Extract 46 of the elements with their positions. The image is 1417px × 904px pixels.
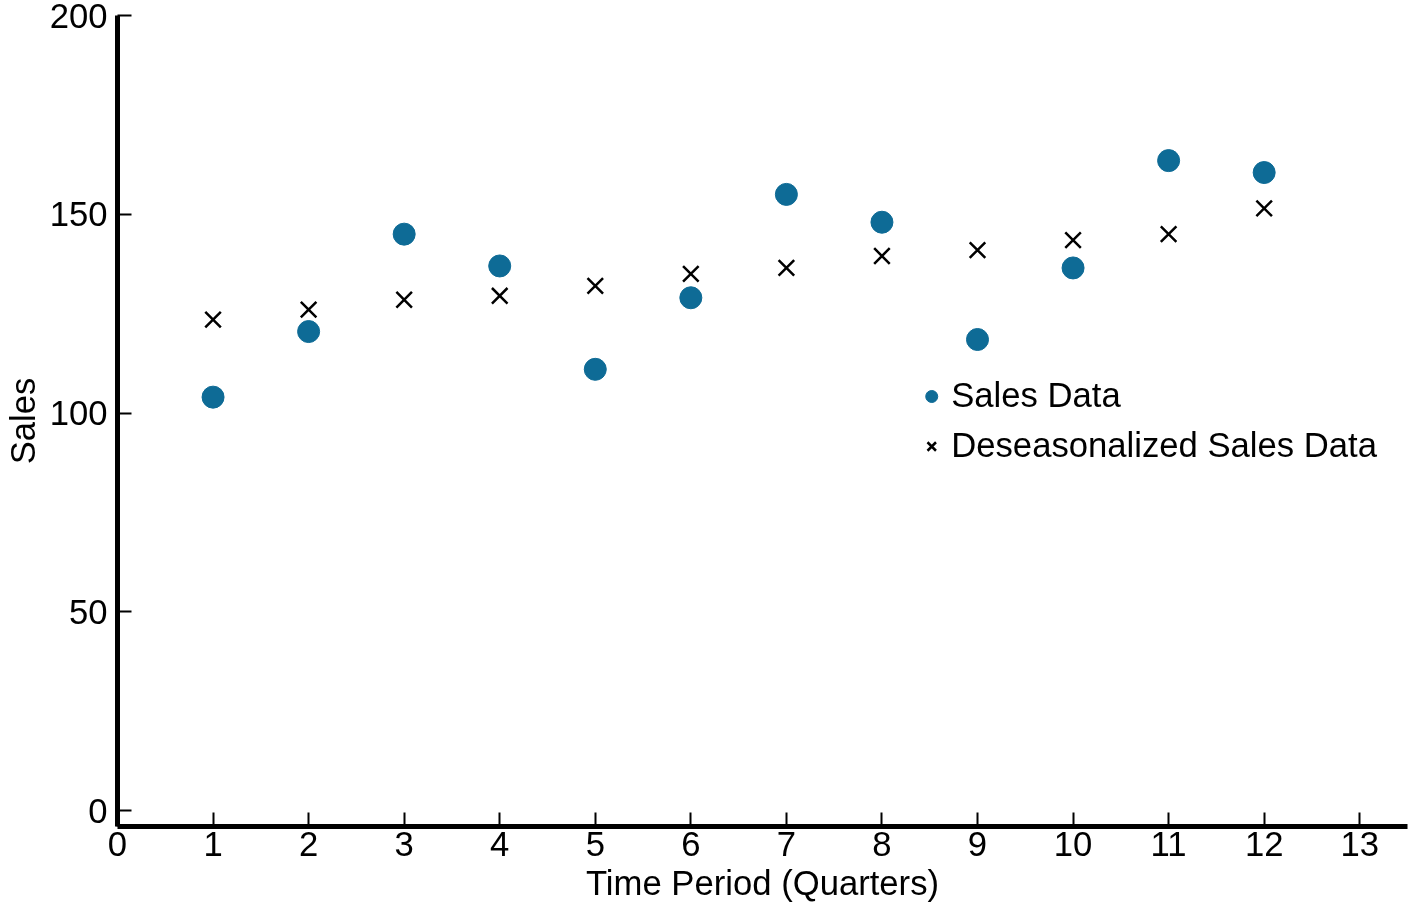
- point: [488, 254, 512, 278]
- point: [395, 290, 414, 309]
- legend-label: Sales Data: [951, 376, 1121, 415]
- point: [679, 286, 703, 310]
- y-tick-label: 0: [88, 791, 108, 830]
- x-tick-label: 3: [394, 824, 414, 863]
- point: [870, 210, 894, 234]
- point: [1061, 256, 1085, 280]
- x-axis-title: Time Period (Quarters): [585, 863, 940, 902]
- y-tick-label: 200: [49, 0, 108, 35]
- point: [1157, 149, 1181, 173]
- point: [1255, 199, 1274, 218]
- point: [774, 182, 798, 206]
- point: [583, 357, 607, 381]
- x-tick-label: 12: [1244, 824, 1284, 863]
- point: [968, 241, 987, 260]
- point: [1064, 231, 1083, 250]
- point: [490, 286, 509, 305]
- point: [966, 328, 989, 351]
- y-tick-label: 150: [49, 195, 108, 234]
- point: [297, 320, 321, 344]
- x-tick-label: 8: [872, 824, 892, 863]
- x-tick-label: 2: [298, 824, 319, 863]
- point: [201, 385, 225, 409]
- point: [1159, 225, 1178, 244]
- y-tick-label: 50: [68, 592, 108, 631]
- legend-label: Deseasonalized Sales Data: [951, 426, 1377, 465]
- point: [681, 264, 700, 283]
- point: [392, 222, 416, 246]
- x-tick-label: 9: [967, 824, 988, 863]
- y-tick-label: 100: [49, 394, 108, 433]
- x-tick-label: 6: [681, 824, 701, 863]
- point: [872, 246, 891, 266]
- point: [299, 300, 318, 319]
- x-tick-label: 11: [1150, 824, 1187, 863]
- x-tick-label: 4: [490, 824, 510, 863]
- x-tick-label: 5: [585, 824, 605, 863]
- x-tick-label: 1: [203, 824, 223, 863]
- y-axis-title: Sales: [3, 377, 42, 465]
- x-tick-label: 10: [1053, 824, 1093, 863]
- point: [204, 310, 223, 329]
- point: [777, 258, 796, 277]
- point: [1252, 161, 1276, 185]
- x-tick-label: 13: [1340, 824, 1380, 863]
- point: [586, 276, 605, 295]
- x-tick-label: 7: [776, 824, 797, 863]
